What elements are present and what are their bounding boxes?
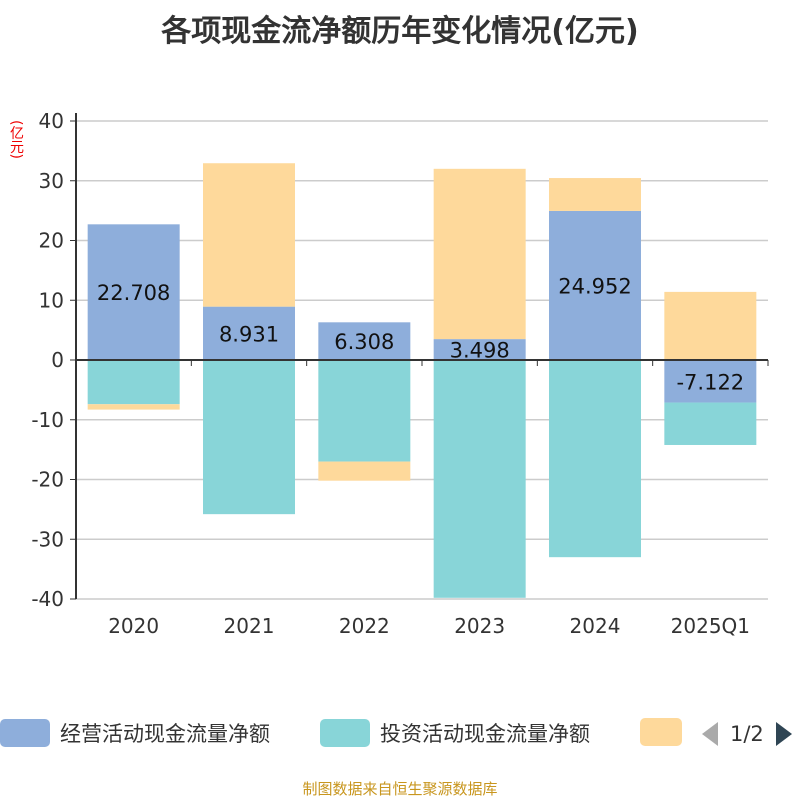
y-tick-label: 20 bbox=[39, 229, 64, 253]
bar-series-1 bbox=[203, 360, 295, 515]
bar-series-2 bbox=[318, 461, 411, 481]
y-tick-label: -40 bbox=[31, 587, 64, 611]
bar-series-2 bbox=[433, 168, 526, 340]
legend-item-operating[interactable]: 经营活动现金流量净额 bbox=[0, 718, 270, 748]
data-label: 24.952 bbox=[558, 274, 631, 298]
bar-series-2 bbox=[549, 178, 641, 211]
y-tick-label: 40 bbox=[39, 109, 64, 133]
legend-label: 投资活动现金流量净额 bbox=[380, 722, 590, 746]
y-tick-label: -30 bbox=[31, 527, 64, 551]
bar-series-1 bbox=[433, 360, 526, 598]
prev-page-icon[interactable] bbox=[700, 720, 720, 748]
legend-swatch bbox=[320, 719, 370, 747]
bar-series-2 bbox=[87, 404, 180, 410]
bar-series-1 bbox=[87, 360, 180, 405]
bar-series-1 bbox=[549, 360, 641, 558]
legend-page-indicator: 1/2 bbox=[730, 722, 764, 746]
data-label: -7.122 bbox=[676, 370, 744, 394]
source-note: 制图数据来自恒生聚源数据库 bbox=[302, 780, 498, 798]
data-label: 6.308 bbox=[334, 330, 394, 354]
legend-item-financing[interactable] bbox=[640, 718, 692, 746]
bar-series-0 bbox=[318, 322, 411, 360]
x-tick-label: 2022 bbox=[339, 614, 390, 638]
x-tick-label: 2020 bbox=[108, 614, 159, 638]
next-page-icon[interactable] bbox=[774, 720, 794, 748]
bar-series-1 bbox=[664, 402, 757, 445]
legend-item-investing[interactable]: 投资活动现金流量净额 bbox=[320, 718, 590, 748]
x-tick-label: 2021 bbox=[224, 614, 275, 638]
bar-series-0 bbox=[203, 306, 295, 360]
legend: 经营活动现金流量净额 投资活动现金流量净额 1/2 bbox=[0, 718, 800, 754]
legend-label: 经营活动现金流量净额 bbox=[60, 722, 270, 746]
y-tick-label: 30 bbox=[39, 169, 64, 193]
data-label: 3.498 bbox=[450, 339, 510, 363]
y-tick-label: 0 bbox=[51, 348, 64, 372]
bar-series-0 bbox=[433, 339, 526, 360]
legend-swatch bbox=[640, 718, 682, 746]
bar-series-0 bbox=[664, 360, 757, 403]
bar-series-0 bbox=[549, 210, 641, 360]
bar-chart: 40 30 20 10 0 -10 -20 -30 -40 22.708 8.931 6.308 3.4… bbox=[31, 109, 769, 638]
bar-series-2 bbox=[664, 291, 757, 360]
y-axis-unit: (亿元) bbox=[8, 120, 24, 159]
data-label: 8.931 bbox=[219, 322, 279, 346]
y-tick-label: -10 bbox=[31, 408, 64, 432]
y-tick-label: -20 bbox=[31, 468, 64, 492]
x-tick-label: 2023 bbox=[454, 614, 505, 638]
legend-pager: 1/2 bbox=[700, 720, 794, 748]
chart-title: 各项现金流净额历年变化情况(亿元) bbox=[161, 14, 639, 49]
y-tick-label: 10 bbox=[39, 288, 64, 312]
data-label: 22.708 bbox=[97, 281, 170, 305]
x-tick-label: 2024 bbox=[570, 614, 621, 638]
bar-series-2 bbox=[203, 163, 295, 307]
bar-series-0 bbox=[87, 224, 180, 360]
bar-series-1 bbox=[318, 360, 411, 462]
legend-swatch bbox=[0, 719, 50, 747]
x-tick-label: 2025Q1 bbox=[671, 614, 750, 638]
